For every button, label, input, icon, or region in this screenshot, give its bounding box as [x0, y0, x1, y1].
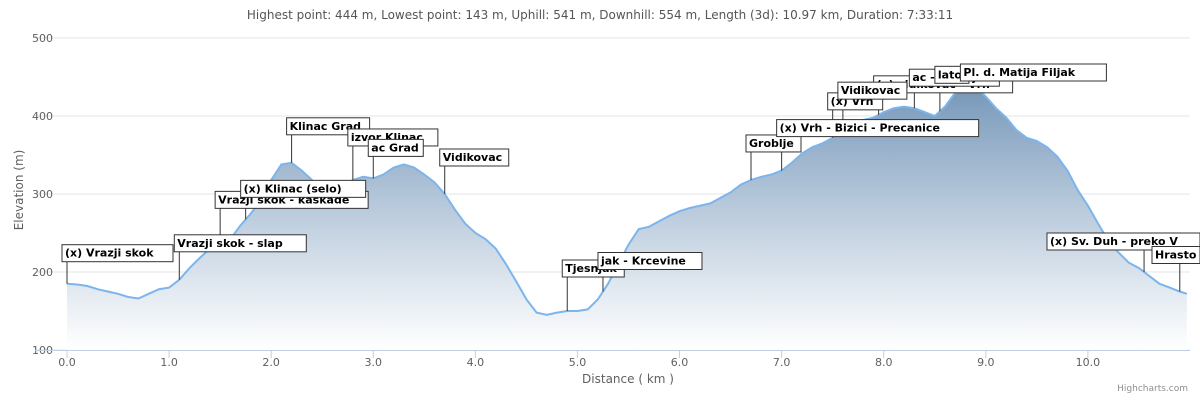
waypoint-flag[interactable]: (x) Vrazji skok — [61, 244, 174, 263]
waypoint-box — [173, 234, 307, 253]
y-tick-label: 300 — [32, 188, 53, 201]
y-axis-title: Elevation (m) — [12, 150, 26, 231]
waypoint-label: Hrasto — [1155, 249, 1197, 262]
waypoint-flag[interactable]: jak - Krcevine — [597, 252, 703, 270]
x-tick-label: 10.0 — [1076, 356, 1101, 369]
waypoint-label: lato — [938, 68, 962, 81]
x-tick-label: 9.0 — [977, 356, 995, 369]
elevation-line — [66, 80, 1188, 316]
waypoint-box — [439, 148, 510, 167]
waypoint-flag[interactable]: ac Grad — [367, 138, 424, 157]
waypoint-label: (x) Vrh - Bizici - Precanice — [780, 122, 940, 135]
waypoint-label: Groblje — [749, 137, 794, 150]
waypoint-flag[interactable]: Pl. d. Matija Filjak — [959, 63, 1107, 82]
waypoint-box — [776, 119, 980, 138]
waypoint-flag[interactable]: Vrazji skok - slap — [173, 234, 307, 253]
x-tick-label: 6.0 — [671, 356, 689, 369]
waypoint-label: Vidikovac — [841, 84, 900, 97]
x-tick-label: 7.0 — [773, 356, 791, 369]
x-tick-label: 3.0 — [365, 356, 383, 369]
waypoint-flag[interactable]: (x) Klinac (selo) — [240, 179, 367, 198]
waypoint-label: Vrazji skok - slap — [177, 237, 283, 250]
chart-credits: Highcharts.com — [1117, 384, 1188, 394]
waypoint-box — [1046, 232, 1200, 251]
waypoint-box — [61, 244, 174, 263]
waypoint-label: (x) Vrazji skok — [65, 247, 154, 260]
x-tick-label: 5.0 — [569, 356, 587, 369]
waypoint-label: (x) Sv. Duh - preko V — [1050, 235, 1178, 248]
x-axis-title: Distance ( km ) — [582, 372, 674, 386]
waypoint-flag[interactable]: Vidikovac — [439, 148, 510, 167]
x-tick-label: 2.0 — [262, 356, 280, 369]
x-tick-label: 1.0 — [160, 356, 178, 369]
waypoint-label: jak - Krcevine — [600, 255, 686, 268]
y-tick-label: 500 — [32, 32, 53, 45]
waypoint-label: ac Grad — [371, 141, 419, 154]
waypoint-box — [745, 134, 802, 153]
x-tick-label: 0.0 — [58, 356, 76, 369]
waypoint-box — [240, 179, 367, 198]
waypoint-box — [597, 252, 703, 270]
waypoint-box — [1151, 246, 1200, 264]
x-tick-label: 8.0 — [875, 356, 893, 369]
waypoint-flag[interactable]: Vidikovac — [837, 81, 908, 100]
y-tick-label: 200 — [32, 266, 53, 279]
elevation-area — [67, 81, 1187, 350]
waypoint-label: (x) Klinac (selo) — [244, 182, 342, 195]
waypoint-box — [367, 138, 424, 157]
x-tick-label: 4.0 — [467, 356, 485, 369]
waypoint-flag[interactable]: (x) Sv. Duh - preko V — [1046, 232, 1200, 251]
waypoint-box — [959, 63, 1107, 82]
trail-stats: Highest point: 444 m, Lowest point: 143 … — [246, 8, 954, 22]
waypoint-label: Klinac Grad — [290, 120, 361, 133]
waypoint-label: Pl. d. Matija Filjak — [963, 66, 1075, 79]
waypoint-flag[interactable]: (x) Vrh - Bizici - Precanice — [776, 119, 980, 138]
waypoint-label: Vidikovac — [443, 151, 502, 164]
waypoint-box — [837, 81, 908, 100]
waypoint-flag[interactable]: Groblje — [745, 134, 802, 153]
y-tick-label: 400 — [32, 110, 53, 123]
waypoint-flag[interactable]: Hrasto — [1151, 246, 1200, 264]
